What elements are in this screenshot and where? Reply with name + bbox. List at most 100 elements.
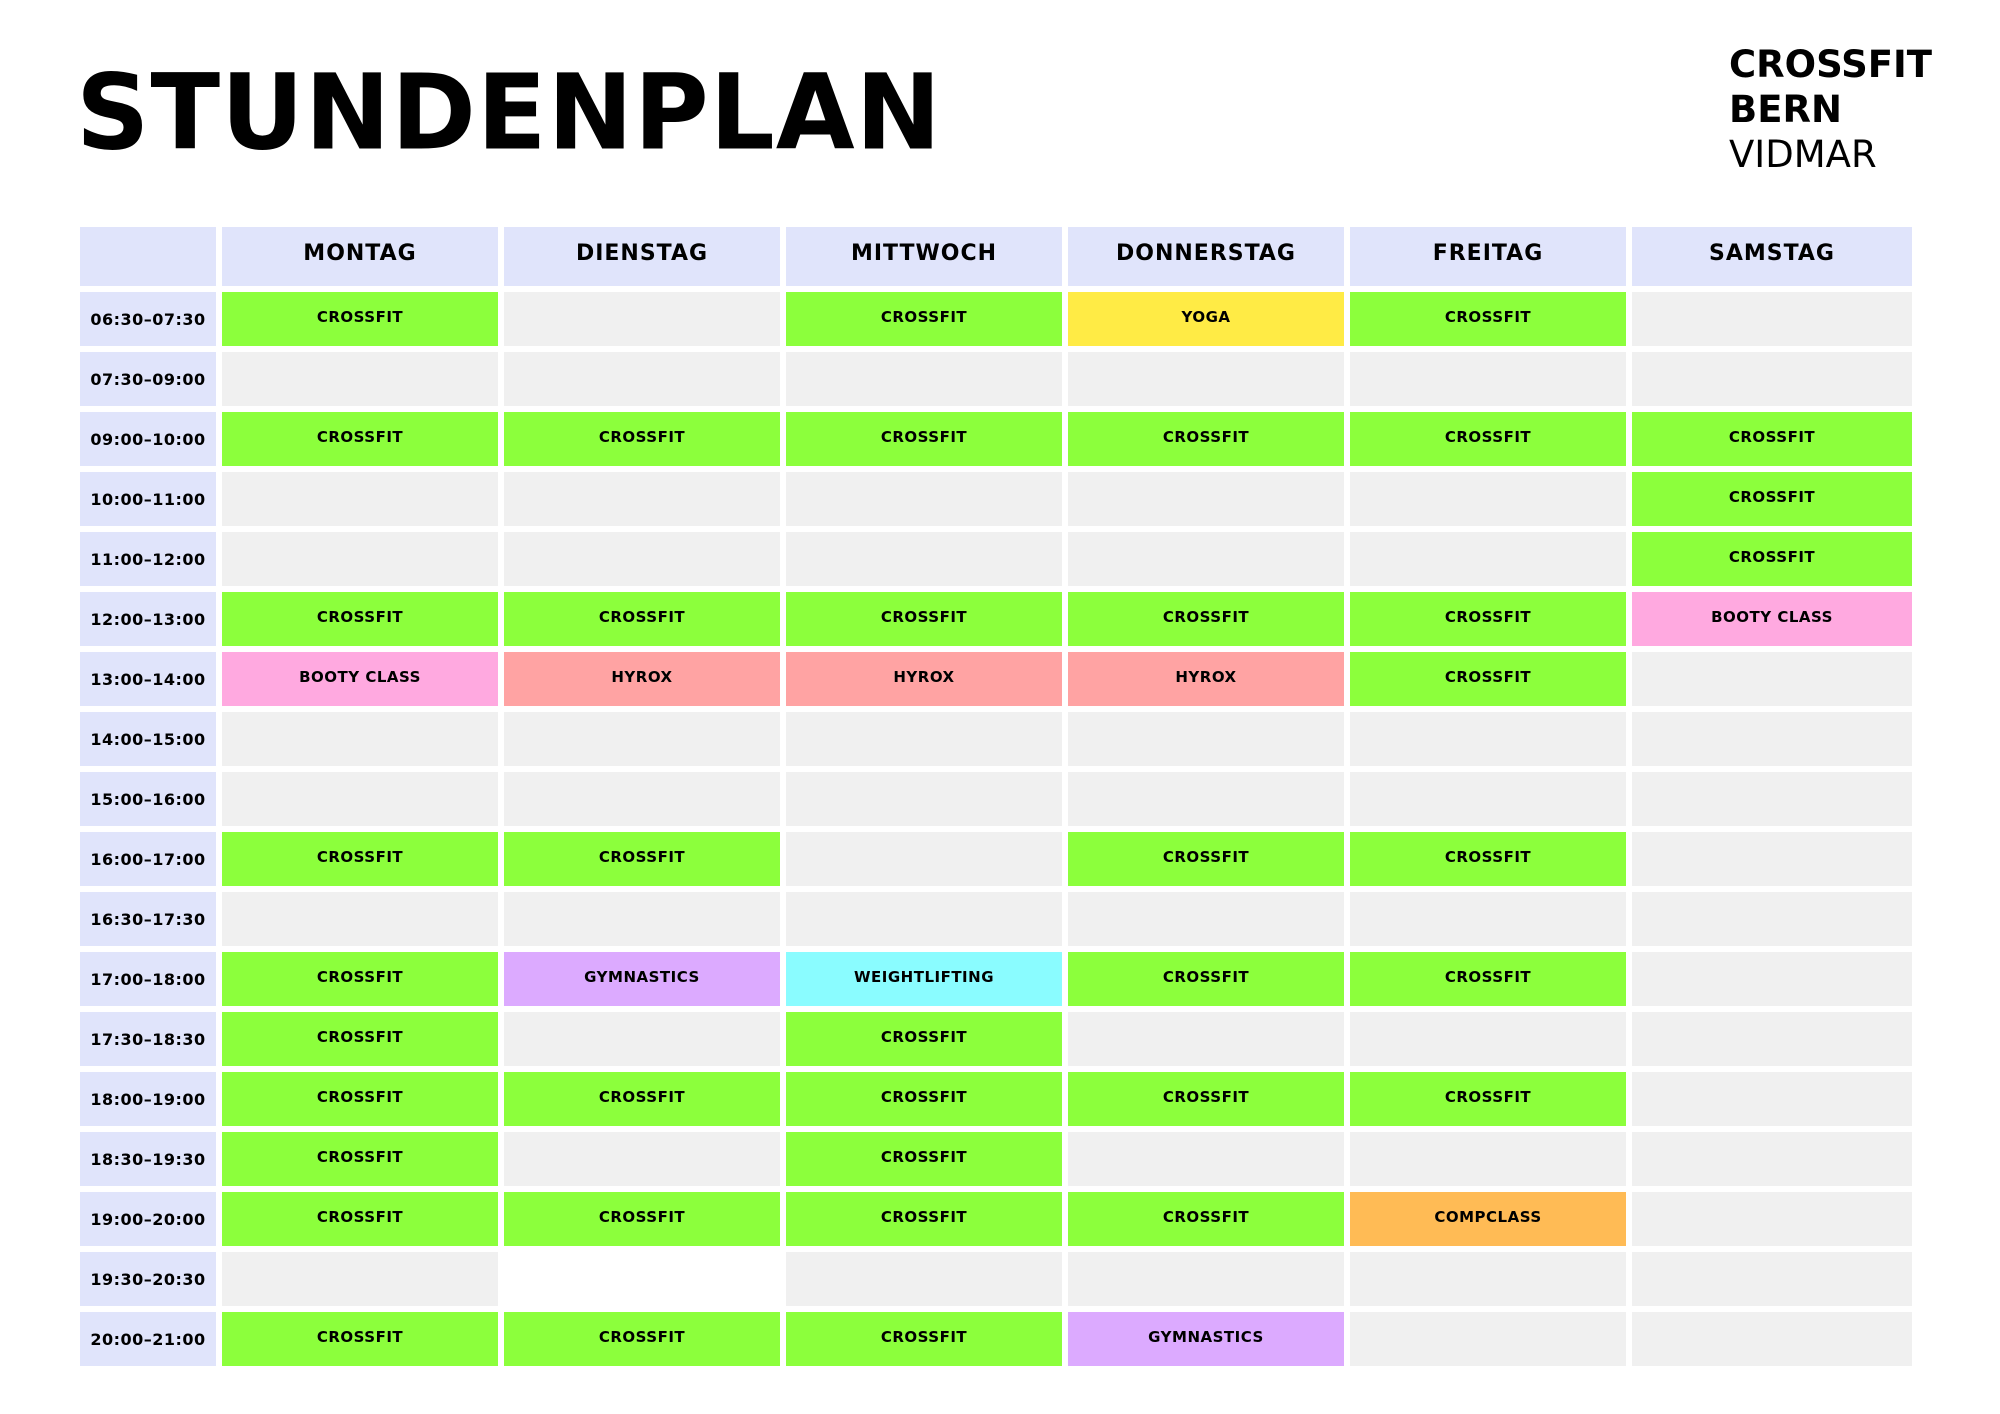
class-label: CROSSFIT — [598, 1328, 686, 1346]
schedule-cell: CROSSFIT — [222, 952, 498, 1006]
schedule-cell: CROSSFIT — [222, 1072, 498, 1126]
schedule-cell: GYMNASTICS — [1068, 1312, 1344, 1366]
time-slot-label: 17:30–18:30 — [80, 1012, 216, 1066]
schedule-cell — [1632, 292, 1912, 346]
class-label: CROSSFIT — [1162, 1208, 1250, 1226]
schedule-cell: CROSSFIT — [1350, 652, 1626, 706]
schedule-cell: CROSSFIT — [786, 1072, 1062, 1126]
schedule-cell: CROSSFIT — [1068, 832, 1344, 886]
schedule-cell — [786, 892, 1062, 946]
header-corner — [80, 227, 216, 286]
schedule-cell: CROSSFIT — [786, 1012, 1062, 1066]
schedule-cell — [1632, 652, 1912, 706]
class-label: CROSSFIT — [1444, 668, 1532, 686]
schedule-cell — [222, 352, 498, 406]
schedule-cell — [1068, 772, 1344, 826]
schedule-cell — [786, 352, 1062, 406]
schedule-cell: CROSSFIT — [1350, 952, 1626, 1006]
schedule-cell — [1068, 1132, 1344, 1186]
schedule-cell — [1632, 1252, 1912, 1306]
schedule-cell — [1632, 1312, 1912, 1366]
schedule-cell — [1350, 532, 1626, 586]
class-label: HYROX — [1175, 668, 1237, 686]
schedule-cell — [1632, 712, 1912, 766]
schedule-cell: BOOTY CLASS — [222, 652, 498, 706]
time-slot-label: 15:00–16:00 — [80, 772, 216, 826]
schedule-cell: CROSSFIT — [1068, 412, 1344, 466]
schedule-cell — [222, 892, 498, 946]
class-label: WEIGHTLIFTING — [853, 968, 995, 986]
class-label: CROSSFIT — [598, 1088, 686, 1106]
time-slot-label: 17:00–18:00 — [80, 952, 216, 1006]
schedule-cell — [1068, 352, 1344, 406]
class-label: CROSSFIT — [1162, 428, 1250, 446]
schedule-cell — [1632, 1072, 1912, 1126]
class-label: CROSSFIT — [1728, 548, 1816, 566]
schedule-cell — [504, 532, 780, 586]
day-header-dienstag: DIENSTAG — [504, 227, 780, 286]
schedule-cell: CROSSFIT — [504, 1312, 780, 1366]
class-label: CROSSFIT — [1162, 848, 1250, 866]
class-label: GYMNASTICS — [1148, 1328, 1264, 1346]
schedule-cell: CROSSFIT — [504, 1072, 780, 1126]
schedule-cell — [1350, 352, 1626, 406]
schedule-cell: CROSSFIT — [1350, 832, 1626, 886]
class-label: CROSSFIT — [1444, 608, 1532, 626]
schedule-cell — [504, 892, 780, 946]
class-label: CROSSFIT — [1444, 428, 1532, 446]
class-label: HYROX — [893, 668, 955, 686]
schedule-cell — [1068, 472, 1344, 526]
class-label: CROSSFIT — [880, 428, 968, 446]
class-label: CROSSFIT — [598, 848, 686, 866]
class-label: GYMNASTICS — [584, 968, 700, 986]
class-label: CROSSFIT — [880, 1148, 968, 1166]
schedule-cell: CROSSFIT — [786, 592, 1062, 646]
schedule-cell: HYROX — [1068, 652, 1344, 706]
class-label: CROSSFIT — [316, 1208, 404, 1226]
class-label: CROSSFIT — [1728, 488, 1816, 506]
class-label: BOOTY CLASS — [299, 668, 421, 686]
day-header-freitag: FREITAG — [1350, 227, 1626, 286]
schedule-cell: CROSSFIT — [1350, 412, 1626, 466]
schedule-cell — [1632, 952, 1912, 1006]
class-label: CROSSFIT — [316, 1088, 404, 1106]
schedule-table: MONTAG DIENSTAG MITTWOCH DONNERSTAG FREITAG S… — [80, 227, 1912, 1366]
class-label: CROSSFIT — [316, 1028, 404, 1046]
schedule-cell — [1068, 532, 1344, 586]
schedule-cell — [222, 712, 498, 766]
schedule-cell — [1350, 1012, 1626, 1066]
time-slot-label: 19:00–20:00 — [80, 1192, 216, 1246]
day-header-donnerstag: DONNERSTAG — [1068, 227, 1344, 286]
schedule-cell — [222, 472, 498, 526]
time-slot-label: 18:30–19:30 — [80, 1132, 216, 1186]
brand-logo: CROSSFIT BERN VIDMAR — [1729, 42, 1932, 177]
schedule-cell — [504, 1252, 780, 1306]
class-label: CROSSFIT — [880, 608, 968, 626]
schedule-cell — [786, 772, 1062, 826]
schedule-cell — [1350, 892, 1626, 946]
class-label: HYROX — [611, 668, 673, 686]
class-label: CROSSFIT — [316, 608, 404, 626]
schedule-cell — [786, 472, 1062, 526]
schedule-cell — [504, 772, 780, 826]
schedule-cell — [786, 712, 1062, 766]
schedule-cell — [504, 292, 780, 346]
schedule-cell: CROSSFIT — [1350, 1072, 1626, 1126]
class-label: CROSSFIT — [316, 308, 404, 326]
class-label: CROSSFIT — [1162, 968, 1250, 986]
schedule-cell: HYROX — [504, 652, 780, 706]
schedule-cell: CROSSFIT — [222, 292, 498, 346]
schedule-cell: CROSSFIT — [222, 592, 498, 646]
time-slot-label: 16:00–17:00 — [80, 832, 216, 886]
schedule-cell: CROSSFIT — [1350, 592, 1626, 646]
schedule-cell: CROSSFIT — [786, 1312, 1062, 1366]
time-slot-label: 13:00–14:00 — [80, 652, 216, 706]
class-label: CROSSFIT — [316, 1328, 404, 1346]
schedule-cell: CROSSFIT — [786, 1132, 1062, 1186]
schedule-cell — [1632, 892, 1912, 946]
brand-line-3: VIDMAR — [1729, 133, 1877, 176]
time-slot-label: 16:30–17:30 — [80, 892, 216, 946]
schedule-cell — [1068, 892, 1344, 946]
schedule-cell — [1068, 712, 1344, 766]
